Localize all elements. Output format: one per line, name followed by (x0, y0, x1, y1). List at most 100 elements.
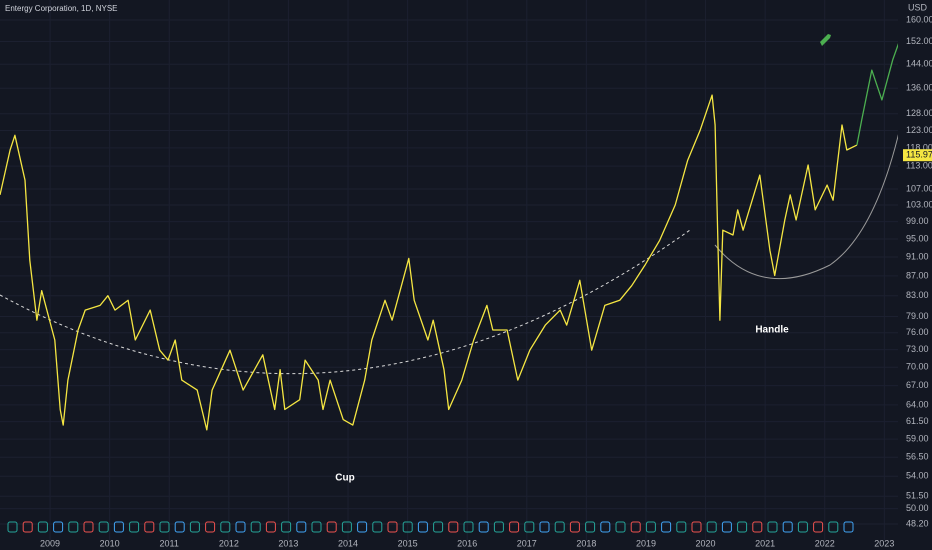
event-icon (767, 521, 778, 533)
event-icon (797, 521, 808, 533)
chart-title: Entergy Corporation, 1D, NYSE (5, 4, 118, 13)
y-tick-label: 99.00 (906, 216, 929, 226)
y-tick-label: 144.00 (906, 59, 932, 69)
event-icon (296, 521, 307, 533)
price-line (0, 94, 858, 431)
event-icon (493, 521, 504, 533)
y-tick-label: 95.00 (906, 233, 929, 243)
event-icon (585, 521, 596, 533)
event-icon (843, 521, 854, 533)
event-icon (615, 521, 626, 533)
y-tick-label: 48.20 (906, 518, 929, 528)
event-icon (813, 521, 824, 533)
event-icon (357, 521, 368, 533)
x-tick-label: 2014 (338, 538, 358, 548)
currency-label: USD (908, 2, 928, 12)
x-tick-label: 2023 (874, 538, 894, 548)
event-icon (7, 521, 18, 533)
event-icon (752, 521, 763, 533)
event-icon (448, 521, 459, 533)
event-icon (205, 521, 216, 533)
event-icon (706, 521, 717, 533)
y-tick-label: 107.00 (906, 183, 932, 193)
event-icon (463, 521, 474, 533)
event-icon (691, 521, 702, 533)
last-price-tag (903, 149, 932, 162)
event-icon (189, 521, 200, 533)
y-tick-label: 61.50 (906, 416, 929, 426)
event-icon (645, 521, 656, 533)
event-icon (524, 521, 535, 533)
event-icon (144, 521, 155, 533)
event-icon (676, 521, 687, 533)
y-tick-label: 136.00 (906, 83, 932, 93)
event-icon (417, 521, 428, 533)
event-icon (433, 521, 444, 533)
y-tick-label: 91.00 (906, 251, 929, 261)
event-icon (159, 521, 170, 533)
y-tick-label: 67.00 (906, 380, 929, 390)
event-icon (554, 521, 565, 533)
event-icon (341, 521, 352, 533)
x-tick-label: 2010 (100, 538, 120, 548)
event-icon (326, 521, 337, 533)
annotation: Cup (335, 473, 354, 484)
y-tick-label: 59.00 (906, 433, 929, 443)
x-tick-label: 2015 (398, 538, 418, 548)
handle-curve (714, 104, 906, 280)
event-icon (281, 521, 292, 533)
x-tick-label: 2020 (696, 538, 716, 548)
y-tick-label: 113.00 (906, 160, 932, 170)
y-tick-label: 160.00 (906, 14, 932, 24)
event-icon (68, 521, 79, 533)
event-icon (250, 521, 261, 533)
event-icon (569, 521, 580, 533)
event-icon (782, 521, 793, 533)
y-tick-label: 54.00 (906, 471, 929, 481)
last-price-label: 115.97 (906, 150, 932, 160)
rocket-icon (820, 34, 831, 46)
price-axis (898, 0, 932, 550)
y-tick-label: 128.00 (906, 108, 932, 118)
y-tick-label: 64.00 (906, 399, 929, 409)
event-icon (372, 521, 383, 533)
event-icon (37, 521, 48, 533)
x-tick-label: 2017 (517, 538, 537, 548)
y-tick-label: 87.00 (906, 270, 929, 280)
event-icon (220, 521, 231, 533)
y-tick-label: 56.50 (906, 452, 929, 462)
y-tick-label: 51.50 (906, 491, 929, 501)
x-tick-label: 2016 (457, 538, 477, 548)
y-tick-label: 103.00 (906, 199, 932, 209)
event-icon (129, 521, 140, 533)
x-tick-label: 2022 (815, 538, 835, 548)
y-tick-label: 152.00 (906, 36, 932, 46)
x-tick-label: 2019 (636, 538, 656, 548)
y-tick-label: 123.00 (906, 125, 932, 135)
event-icon (402, 521, 413, 533)
x-tick-label: 2011 (160, 538, 179, 548)
event-icon (113, 521, 124, 533)
x-tick-label: 2012 (219, 538, 239, 548)
event-icon (630, 521, 641, 533)
event-icon (311, 521, 322, 533)
y-tick-label: 76.00 (906, 327, 929, 337)
y-tick-label: 73.00 (906, 344, 929, 354)
x-tick-label: 2021 (755, 538, 775, 548)
event-icon (539, 521, 550, 533)
cup-curve (0, 229, 691, 375)
event-icon (83, 521, 94, 533)
y-tick-label: 118.00 (906, 142, 932, 152)
y-tick-label: 79.00 (906, 311, 929, 321)
y-tick-label: 70.00 (906, 362, 929, 372)
event-icon (387, 521, 398, 533)
event-icon (509, 521, 520, 533)
y-tick-label: 50.00 (906, 503, 929, 513)
x-tick-label: 2013 (278, 538, 298, 548)
event-icon (235, 521, 246, 533)
event-icon (661, 521, 672, 533)
y-tick-label: 83.00 (906, 290, 929, 300)
event-icon (98, 521, 109, 533)
